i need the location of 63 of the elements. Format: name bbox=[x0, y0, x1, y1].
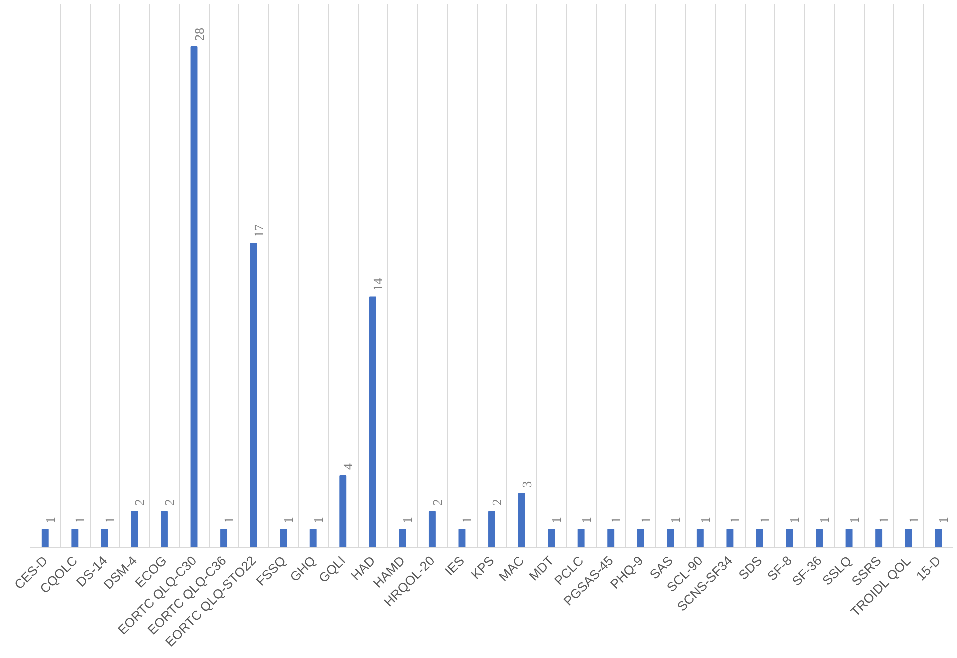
bar bbox=[876, 529, 883, 548]
data-label: 1 bbox=[728, 517, 743, 524]
bar bbox=[72, 529, 79, 548]
data-label: 1 bbox=[222, 517, 237, 524]
bar bbox=[458, 529, 466, 548]
data-label: 1 bbox=[817, 517, 832, 524]
data-label: 1 bbox=[876, 517, 892, 524]
data-label: 1 bbox=[400, 517, 416, 524]
data-label: 2 bbox=[132, 499, 148, 506]
data-label: 1 bbox=[906, 517, 922, 524]
data-label: 2 bbox=[162, 499, 177, 506]
data-label: 17 bbox=[251, 224, 266, 238]
x-tick-label: IES bbox=[442, 552, 468, 579]
bar bbox=[428, 511, 436, 548]
bar bbox=[726, 529, 734, 548]
bar bbox=[756, 529, 764, 548]
data-label: 1 bbox=[787, 517, 802, 524]
data-label: 28 bbox=[192, 28, 207, 42]
bar bbox=[101, 529, 108, 548]
bar bbox=[190, 46, 198, 548]
bar bbox=[250, 243, 258, 548]
data-label: 3 bbox=[519, 481, 534, 488]
data-label: 1 bbox=[72, 517, 88, 524]
data-label: 1 bbox=[846, 517, 862, 524]
data-label: 1 bbox=[549, 517, 564, 524]
bar bbox=[846, 529, 853, 548]
bar bbox=[786, 529, 794, 548]
data-label: 1 bbox=[757, 517, 772, 524]
data-label: 1 bbox=[668, 517, 684, 524]
bar bbox=[131, 511, 138, 548]
data-label: 2 bbox=[430, 499, 445, 506]
bar bbox=[340, 476, 347, 548]
data-label: 1 bbox=[102, 517, 118, 524]
bar bbox=[280, 529, 288, 548]
bar bbox=[548, 529, 556, 548]
bar bbox=[369, 296, 376, 548]
bar bbox=[608, 529, 615, 548]
data-label: 1 bbox=[578, 517, 594, 524]
data-label: 1 bbox=[638, 517, 654, 524]
bar bbox=[696, 529, 704, 548]
bar bbox=[42, 529, 49, 548]
bar bbox=[488, 511, 496, 548]
bar bbox=[310, 529, 317, 548]
data-label: 1 bbox=[310, 517, 326, 524]
bar bbox=[399, 529, 406, 548]
bar bbox=[935, 529, 942, 548]
data-label: 14 bbox=[370, 278, 386, 292]
bar bbox=[816, 529, 823, 548]
bar bbox=[220, 529, 228, 548]
data-label: 2 bbox=[490, 499, 504, 506]
data-label: 1 bbox=[42, 517, 58, 524]
bar bbox=[518, 493, 526, 548]
bar bbox=[161, 511, 168, 548]
data-label: 4 bbox=[340, 463, 356, 470]
bar bbox=[578, 529, 585, 548]
data-label: 1 bbox=[460, 517, 475, 524]
data-label: 1 bbox=[281, 517, 296, 524]
data-label: 1 bbox=[698, 517, 713, 524]
bar bbox=[637, 529, 644, 548]
data-label: 1 bbox=[936, 517, 952, 524]
bar bbox=[667, 529, 674, 548]
data-label: 1 bbox=[608, 517, 624, 524]
bar bbox=[905, 529, 912, 548]
